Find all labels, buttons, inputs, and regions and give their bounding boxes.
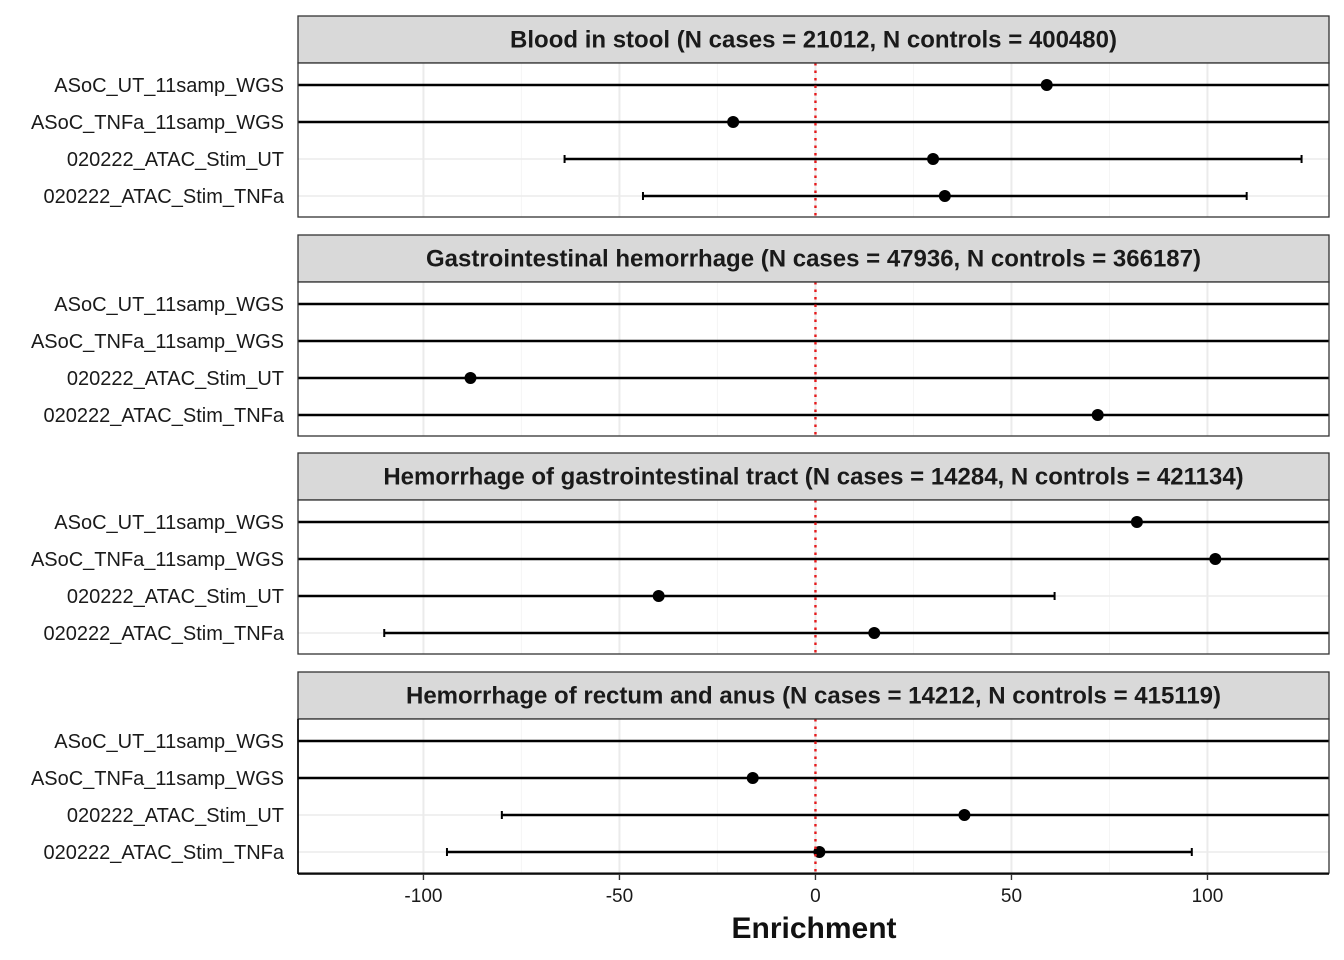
facet-title: Gastrointestinal hemorrhage (N cases = 4… (426, 246, 1201, 273)
row-label: ASoC_TNFa_11samp_WGS (31, 549, 284, 571)
row-label: 020222_ATAC_Stim_TNFa (44, 186, 285, 208)
row-label: ASoC_UT_11samp_WGS (54, 731, 284, 753)
row-label: 020222_ATAC_Stim_UT (67, 586, 284, 608)
row-label: 020222_ATAC_Stim_TNFa (44, 623, 285, 645)
row-label: ASoC_TNFa_11samp_WGS (31, 768, 284, 790)
facet-strip (297, 452, 1330, 501)
estimate-point (1040, 79, 1053, 91)
row-label: 020222_ATAC_Stim_UT (67, 368, 284, 390)
facet-panel: Blood in stool (N cases = 21012, N contr… (31, 15, 1330, 218)
panel-background (298, 282, 1329, 436)
row-label: ASoC_UT_11samp_WGS (54, 294, 284, 316)
row-label: ASoC_UT_11samp_WGS (54, 512, 284, 534)
facet-strip (297, 671, 1330, 720)
estimate-point (927, 153, 940, 165)
facet-panel: Hemorrhage of rectum and anus (N cases =… (31, 671, 1330, 874)
facet-strip (297, 15, 1330, 64)
panel-background (298, 63, 1329, 217)
estimate-point (1091, 409, 1104, 421)
x-axis: -100 -50 0 50 100 (297, 719, 1329, 907)
panel-background (298, 500, 1329, 654)
row-label: 020222_ATAC_Stim_TNFa (44, 405, 285, 427)
row-label: ASoC_TNFa_11samp_WGS (31, 112, 284, 134)
x-tick-label: -100 (404, 886, 442, 907)
panel-background (298, 719, 1329, 873)
estimate-point (652, 590, 665, 602)
facet-title: Hemorrhage of gastrointestinal tract (N … (383, 464, 1243, 491)
estimate-point (938, 190, 951, 202)
row-label: 020222_ATAC_Stim_TNFa (44, 842, 285, 864)
estimate-point (1209, 553, 1222, 565)
x-tick-label: 100 (1192, 886, 1224, 907)
facet-strip (297, 234, 1330, 283)
row-label: 020222_ATAC_Stim_UT (67, 149, 284, 171)
estimate-point (958, 809, 971, 821)
row-label: ASoC_TNFa_11samp_WGS (31, 331, 284, 353)
row-label: 020222_ATAC_Stim_UT (67, 805, 284, 827)
panel-border (297, 281, 1330, 437)
estimate-point (868, 627, 881, 639)
panel-border (297, 499, 1330, 655)
facet-panel: Hemorrhage of gastrointestinal tract (N … (31, 452, 1330, 655)
facet-title: Blood in stool (N cases = 21012, N contr… (510, 27, 1117, 54)
panel-border (297, 62, 1330, 218)
estimate-point (464, 372, 477, 384)
estimate-point (746, 772, 759, 784)
x-axis-title: Enrichment (731, 912, 896, 945)
estimate-point (1130, 516, 1143, 528)
facet-title: Hemorrhage of rectum and anus (N cases =… (406, 683, 1221, 710)
estimate-point (727, 116, 740, 128)
x-tick-label: 50 (1001, 886, 1022, 907)
row-label: ASoC_UT_11samp_WGS (54, 75, 284, 97)
x-tick-label: -50 (606, 886, 633, 907)
facet-panels: Blood in stool (N cases = 21012, N contr… (31, 15, 1330, 874)
facet-panel: Gastrointestinal hemorrhage (N cases = 4… (31, 234, 1330, 437)
x-tick-label: 0 (810, 886, 821, 907)
